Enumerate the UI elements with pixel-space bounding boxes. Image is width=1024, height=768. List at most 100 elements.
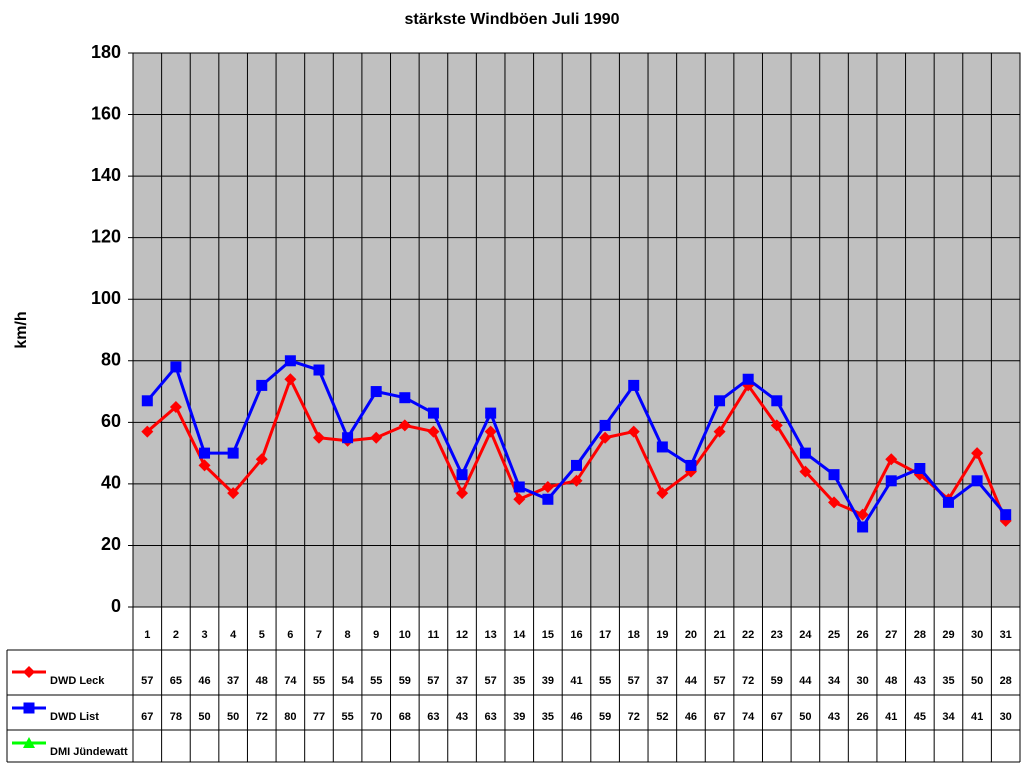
data-point: [370, 431, 383, 444]
legend-label: DMI Jündewatt: [50, 746, 128, 758]
x-tick-label: 3: [201, 629, 207, 641]
legend-label: DWD Leck: [50, 675, 105, 687]
data-point: [799, 447, 811, 459]
table-value: 37: [456, 675, 468, 687]
data-point: [971, 475, 983, 487]
x-tick-label: 22: [742, 629, 754, 641]
legend-marker: [23, 666, 35, 678]
y-tick-label: 0: [111, 596, 121, 616]
x-tick-label: 14: [513, 629, 526, 641]
data-point: [256, 379, 268, 391]
table-value: 46: [685, 711, 697, 723]
table-value: 43: [914, 675, 926, 687]
legend-marker: [23, 702, 35, 714]
data-point: [513, 493, 526, 506]
data-point: [541, 480, 554, 493]
table-value: 57: [713, 675, 725, 687]
table-value: 30: [1000, 711, 1012, 723]
table-value: 55: [370, 675, 382, 687]
table-value: 30: [857, 675, 869, 687]
data-point: [312, 431, 325, 444]
x-tick-label: 2: [173, 629, 179, 641]
table-value: 35: [942, 675, 954, 687]
table-value: 80: [284, 711, 296, 723]
x-tick-label: 11: [428, 629, 440, 641]
table-value: 57: [628, 675, 640, 687]
data-point: [542, 493, 554, 505]
y-tick-label: 60: [101, 411, 121, 431]
table-value: 65: [170, 675, 182, 687]
legend-label: DWD List: [50, 711, 99, 723]
table-value: 70: [370, 711, 382, 723]
data-point: [284, 355, 296, 367]
data-point: [198, 459, 211, 472]
y-tick-label: 180: [91, 42, 121, 62]
table-value: 35: [513, 675, 525, 687]
x-tick-label: 29: [942, 629, 954, 641]
table-value: 59: [599, 711, 611, 723]
table-value: 37: [227, 675, 239, 687]
data-point: [714, 395, 726, 407]
data-point: [685, 459, 697, 471]
table-value: 59: [399, 675, 411, 687]
table-value: 43: [828, 711, 840, 723]
table-value: 39: [513, 711, 525, 723]
table-value: 54: [341, 675, 354, 687]
data-point: [485, 407, 497, 419]
y-tick-label: 160: [91, 103, 121, 123]
x-tick-label: 5: [259, 629, 265, 641]
y-axis-label: km/h: [13, 311, 30, 348]
data-point: [313, 364, 325, 376]
x-tick-label: 18: [628, 629, 640, 641]
data-point: [141, 395, 153, 407]
table-value: 67: [141, 711, 153, 723]
table-value: 59: [771, 675, 783, 687]
data-point: [599, 419, 611, 431]
data-point: [199, 447, 211, 459]
data-point: [513, 481, 525, 493]
data-point: [599, 431, 612, 444]
y-tick-label: 120: [91, 226, 121, 246]
table-value: 63: [427, 711, 439, 723]
data-point: [284, 373, 297, 386]
table-value: 34: [828, 675, 841, 687]
table-value: 41: [570, 675, 582, 687]
table-value: 44: [685, 675, 698, 687]
legend-marker: [23, 737, 35, 748]
x-tick-label: 15: [542, 629, 554, 641]
x-tick-label: 13: [485, 629, 497, 641]
data-point: [828, 496, 841, 509]
data-point: [885, 475, 897, 487]
table-value: 48: [885, 675, 897, 687]
chart-title: stärkste Windböen Juli 1990: [404, 11, 619, 28]
data-point: [799, 465, 812, 478]
data-point: [370, 386, 382, 398]
x-tick-label: 12: [456, 629, 468, 641]
data-point: [857, 521, 869, 533]
data-point: [627, 425, 640, 438]
table-value: 52: [656, 711, 668, 723]
x-tick-label: 4: [230, 629, 237, 641]
data-point: [456, 487, 469, 500]
data-point: [427, 407, 439, 419]
table-value: 57: [141, 675, 153, 687]
x-tick-label: 21: [713, 629, 725, 641]
x-tick-label: 1: [144, 629, 150, 641]
table-value: 39: [542, 675, 554, 687]
table-value: 43: [456, 711, 468, 723]
table-value: 55: [313, 675, 325, 687]
table-value: 78: [170, 711, 182, 723]
table-value: 46: [570, 711, 582, 723]
data-point: [771, 395, 783, 407]
table-value: 67: [713, 711, 725, 723]
table-value: 72: [256, 711, 268, 723]
data-point: [656, 441, 668, 453]
table-value: 55: [599, 675, 611, 687]
table-value: 74: [742, 711, 755, 723]
table-value: 57: [485, 675, 497, 687]
data-point: [571, 459, 582, 471]
table-value: 37: [656, 675, 668, 687]
data-point: [628, 379, 640, 391]
x-tick-label: 20: [685, 629, 697, 641]
